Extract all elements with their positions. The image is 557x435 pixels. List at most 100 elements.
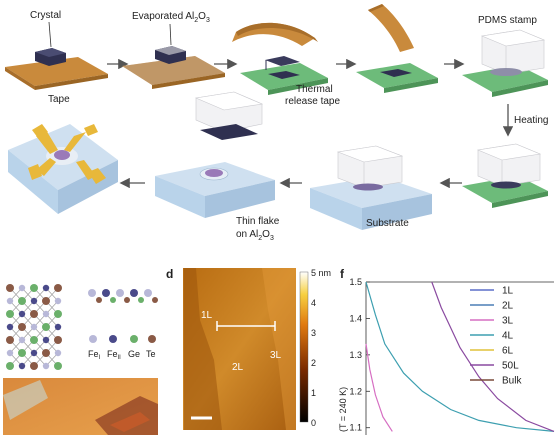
atom bbox=[30, 362, 38, 370]
legend-label: Bulk bbox=[502, 376, 522, 387]
step-thermal-tape bbox=[232, 22, 328, 95]
cbar-tick-2: 2 bbox=[311, 358, 316, 368]
heating-label: Heating bbox=[514, 115, 548, 126]
atom bbox=[110, 297, 116, 303]
atom bbox=[18, 284, 26, 292]
atom bbox=[54, 362, 62, 370]
step-heating bbox=[462, 143, 548, 208]
evaporated-label: Evaporated Al2O3 bbox=[132, 11, 210, 24]
step-crystal-on-tape bbox=[5, 21, 108, 90]
panel-f-letter: f bbox=[340, 267, 345, 281]
atom bbox=[18, 349, 26, 357]
atom bbox=[102, 289, 110, 297]
series-line-3L bbox=[365, 343, 393, 432]
legend-fe2: FeII bbox=[107, 349, 121, 361]
atom bbox=[18, 323, 26, 331]
atom bbox=[42, 323, 50, 331]
legend-label: 6L bbox=[502, 346, 514, 357]
step-tape-removal bbox=[356, 4, 438, 93]
atom bbox=[54, 323, 62, 331]
substrate-label: Substrate bbox=[366, 218, 409, 229]
y-tick-label: 1.1 bbox=[349, 423, 362, 433]
legend-te: Te bbox=[146, 349, 156, 359]
thermal-label-2: release tape bbox=[285, 96, 340, 107]
chart-panel-f: f (T = 240 K) 1.1 1.2 1.3 1.4 1.5 1L 2L 3L 4L 6L… bbox=[338, 267, 555, 435]
afm-colorbar bbox=[299, 271, 309, 423]
atom bbox=[30, 297, 38, 305]
atom bbox=[54, 310, 62, 318]
atom bbox=[96, 297, 102, 303]
step-pdms-stamp bbox=[462, 29, 548, 97]
legend-label: 50L bbox=[502, 361, 519, 372]
legend-ge: Ge bbox=[128, 349, 140, 359]
cbar-tick-3: 3 bbox=[311, 328, 316, 338]
atom bbox=[30, 310, 38, 318]
atom bbox=[54, 336, 62, 344]
afm-label-3l: 3L bbox=[270, 350, 282, 361]
atom bbox=[138, 297, 144, 303]
step-thin-flake bbox=[155, 91, 275, 218]
atom bbox=[88, 289, 96, 297]
atom-legend: FeI FeII Ge Te bbox=[88, 335, 156, 361]
step-device bbox=[8, 124, 118, 214]
afm-label-2l: 2L bbox=[232, 362, 244, 373]
atom bbox=[30, 284, 38, 292]
thinflake-label-2: on Al2O3 bbox=[236, 229, 274, 242]
chart-legend: 1L 2L 3L 4L 6L 50L Bulk bbox=[470, 286, 522, 387]
series-line-4L bbox=[365, 281, 555, 432]
legend-label: 2L bbox=[502, 301, 514, 312]
legend-label: 1L bbox=[502, 286, 514, 297]
atom bbox=[6, 297, 14, 305]
optical-image bbox=[3, 378, 158, 435]
crystal-structure bbox=[6, 284, 158, 370]
atom bbox=[130, 289, 138, 297]
atom bbox=[6, 336, 14, 344]
step-evaporated bbox=[122, 23, 225, 89]
atom bbox=[6, 349, 14, 357]
atom bbox=[42, 297, 50, 305]
atom bbox=[18, 362, 26, 370]
atom bbox=[42, 336, 50, 344]
legend-label: 4L bbox=[502, 331, 514, 342]
series-line-50L bbox=[431, 281, 555, 432]
atom bbox=[42, 310, 50, 318]
y-tick-label: 1.5 bbox=[349, 277, 362, 287]
panel-d-letter: d bbox=[166, 267, 173, 281]
legend-label: 3L bbox=[502, 316, 514, 327]
cbar-tick-4: 4 bbox=[311, 298, 316, 308]
thinflake-label-1: Thin flake bbox=[236, 216, 280, 227]
y-tick-label: 1.4 bbox=[349, 313, 362, 323]
atom bbox=[30, 336, 38, 344]
atom bbox=[30, 323, 38, 331]
y-tick-label: 1.2 bbox=[349, 386, 362, 396]
atom bbox=[6, 284, 14, 292]
atom bbox=[54, 297, 62, 305]
thermal-label-1: Thermal bbox=[296, 84, 333, 95]
atom bbox=[6, 362, 14, 370]
atom bbox=[18, 297, 26, 305]
atom bbox=[54, 284, 62, 292]
atom bbox=[42, 284, 50, 292]
atom bbox=[6, 310, 14, 318]
afm-label-1l: 1L bbox=[201, 310, 213, 321]
legend-fe1: FeI bbox=[88, 349, 101, 361]
atom bbox=[6, 323, 14, 331]
atom bbox=[18, 310, 26, 318]
cbar-tick-0: 0 bbox=[311, 418, 316, 428]
atom bbox=[42, 349, 50, 357]
atom bbox=[18, 336, 26, 344]
crystal-label: Crystal bbox=[30, 10, 61, 21]
afm-panel: d 1L 2L 3L 5 nm 4 3 2 1 0 bbox=[166, 267, 331, 430]
atom bbox=[152, 297, 158, 303]
atom bbox=[144, 289, 152, 297]
cbar-tick-5: 5 nm bbox=[311, 268, 331, 278]
pdms-label: PDMS stamp bbox=[478, 15, 537, 26]
atom bbox=[42, 362, 50, 370]
atom bbox=[30, 349, 38, 357]
atom bbox=[124, 297, 130, 303]
atom bbox=[54, 349, 62, 357]
y-tick-label: 1.3 bbox=[349, 350, 362, 360]
tape-label: Tape bbox=[48, 94, 70, 105]
atom bbox=[116, 289, 124, 297]
